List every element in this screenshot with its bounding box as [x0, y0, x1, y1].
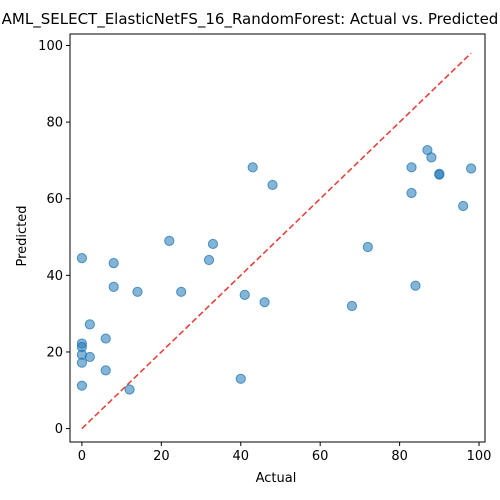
x-axis-label: Actual	[256, 471, 297, 486]
x-tick-label-100: 100	[467, 449, 492, 464]
data-point-26	[407, 188, 416, 197]
data-point-16	[204, 255, 213, 264]
x-tick-label-40: 40	[232, 449, 249, 464]
data-point-0	[77, 254, 86, 263]
data-point-19	[240, 290, 249, 299]
data-point-20	[248, 163, 257, 172]
data-point-13	[133, 287, 142, 296]
data-point-9	[101, 366, 110, 375]
data-point-33	[467, 164, 476, 173]
x-tick-label-0: 0	[78, 449, 86, 464]
y-tick-label-60: 60	[46, 192, 63, 207]
data-point-15	[177, 287, 186, 296]
data-point-10	[109, 258, 118, 267]
data-point-22	[268, 180, 277, 189]
x-tick-label-20: 20	[153, 449, 170, 464]
data-point-14	[165, 236, 174, 245]
data-point-7	[85, 352, 94, 361]
data-point-6	[85, 320, 94, 329]
data-point-32	[459, 201, 468, 210]
y-axis-label: Predicted	[15, 205, 30, 266]
data-point-18	[236, 374, 245, 383]
x-tick-label-60: 60	[312, 449, 329, 464]
data-point-25	[407, 163, 416, 172]
data-point-24	[363, 242, 372, 251]
x-tick-label-80: 80	[391, 449, 408, 464]
y-tick-label-20: 20	[46, 345, 63, 360]
y-tick-label-100: 100	[38, 39, 63, 54]
data-point-11	[109, 282, 118, 291]
data-point-21	[260, 298, 269, 307]
y-tick-label-0: 0	[55, 422, 63, 437]
y-tick-label-80: 80	[46, 116, 63, 131]
reference-line	[82, 53, 471, 428]
data-point-8	[101, 334, 110, 343]
data-point-27	[411, 281, 420, 290]
data-marks	[77, 53, 475, 428]
plot-frame	[70, 34, 485, 442]
data-point-12	[125, 385, 134, 394]
data-point-31	[435, 169, 444, 178]
data-point-17	[208, 239, 217, 248]
data-point-29	[427, 153, 436, 162]
data-point-23	[347, 301, 356, 310]
data-point-4	[77, 358, 86, 367]
axes: 0 20 40 60 80 100 0 20 40 60 80 100	[38, 34, 491, 464]
y-tick-label-40: 40	[46, 269, 63, 284]
data-point-5	[77, 381, 86, 390]
chart-title: AML_SELECT_ElasticNetFS_16_RandomForest:…	[2, 10, 499, 29]
